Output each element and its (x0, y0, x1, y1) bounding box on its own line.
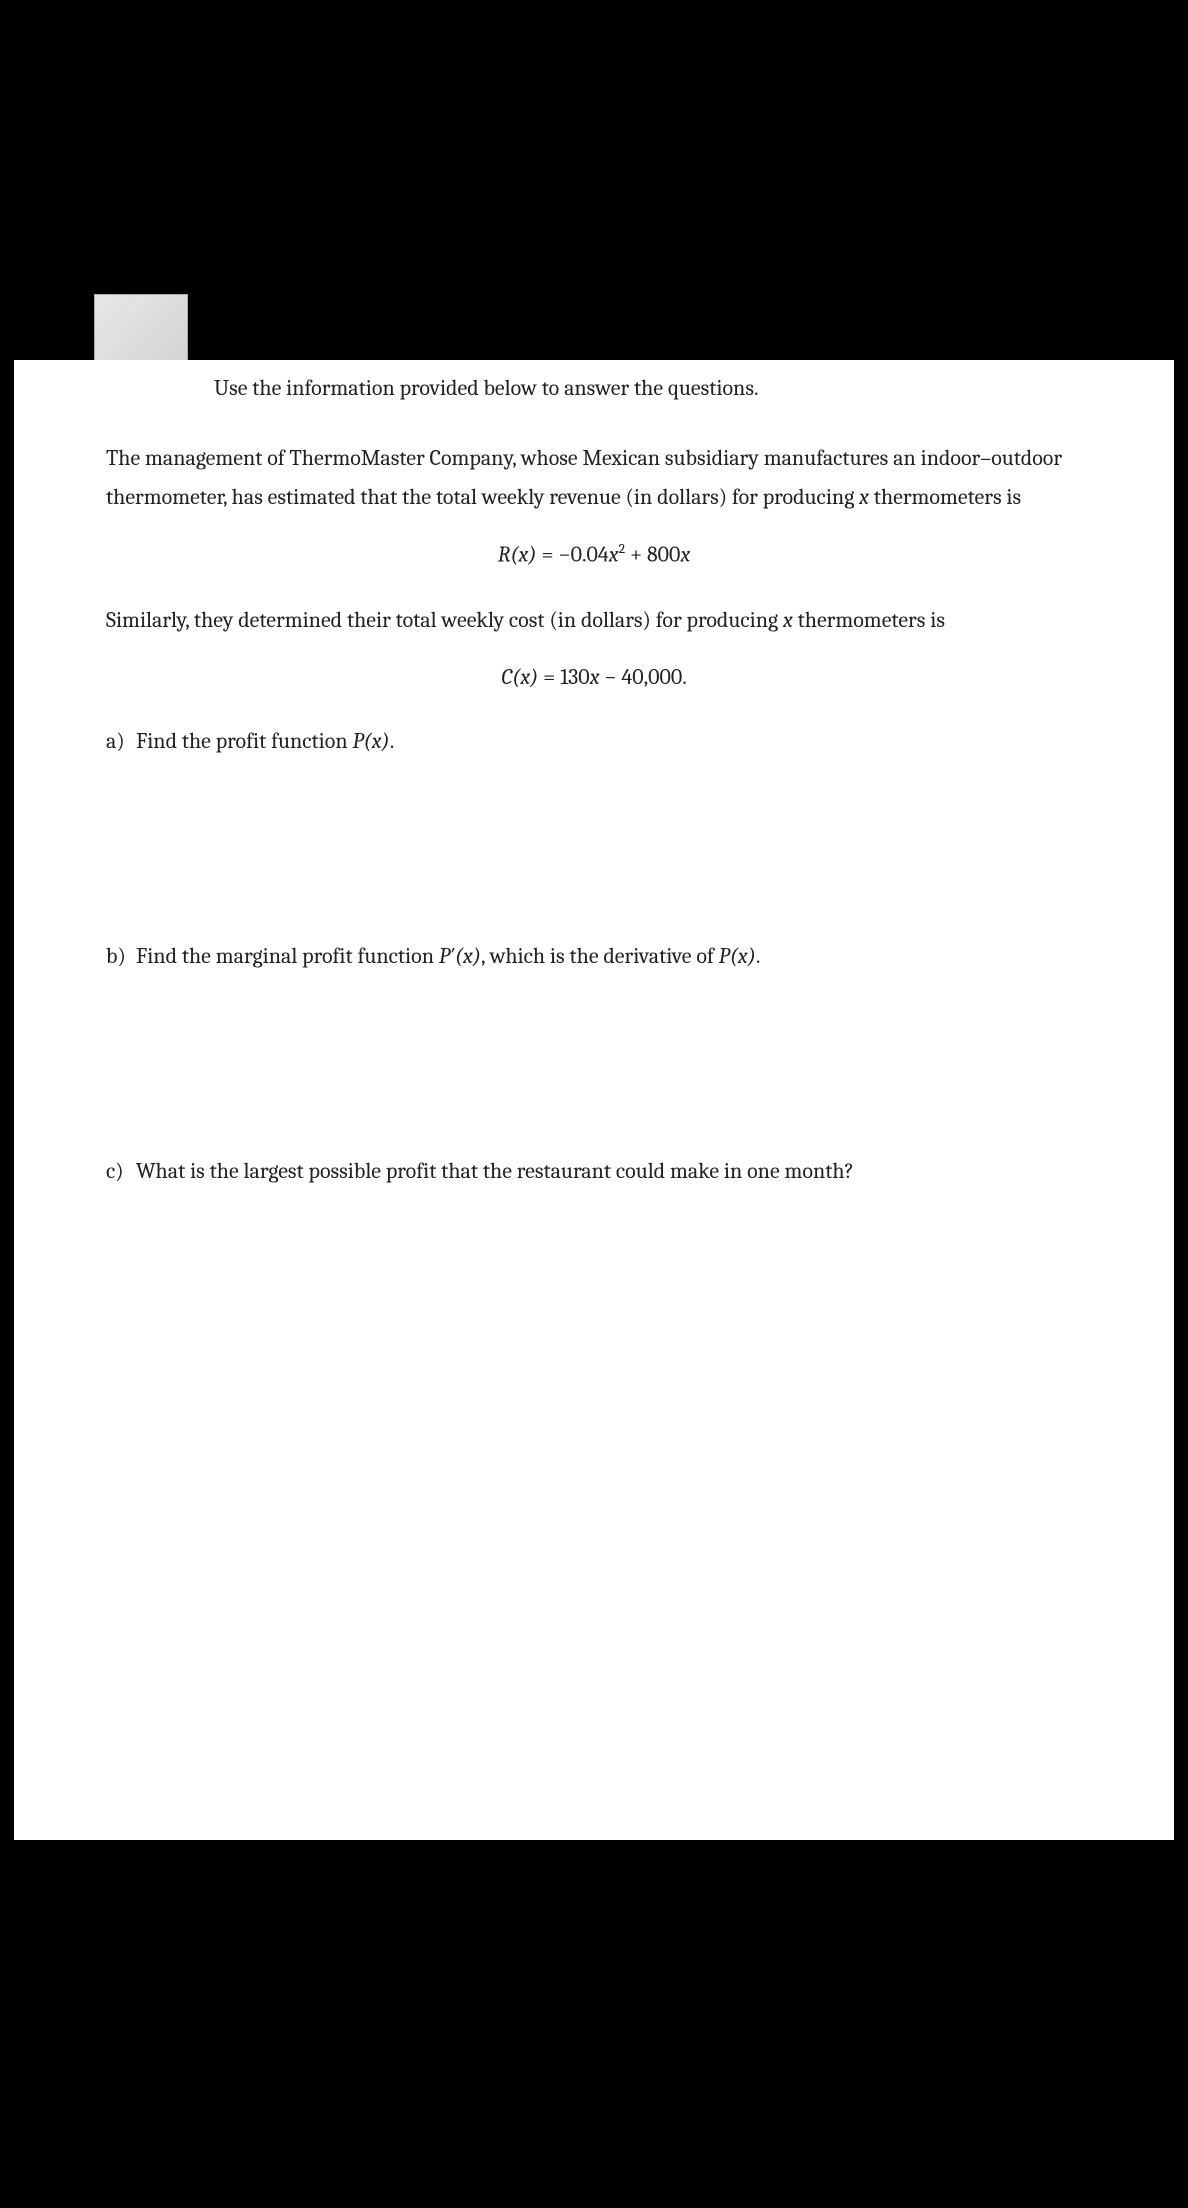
question-c-text: What is the largest possible profit that… (136, 1158, 854, 1184)
para2-text-a: Similarly, they determined their total w… (106, 607, 783, 633)
eq1-rhs-b: + 800 (625, 541, 680, 567)
question-b-fn: P′(x) (439, 943, 481, 969)
question-a-post: . (390, 728, 395, 754)
question-a-fn: P(x) (352, 728, 389, 754)
para2-text-b: thermometers is (793, 607, 945, 633)
question-b-label: b) (106, 939, 136, 974)
question-c-label: c) (106, 1154, 136, 1189)
equation-cost: C(x) = 130x − 40,000. (106, 664, 1082, 690)
eq1-rhs-a: −0.04 (558, 541, 608, 567)
eq1-rhs-var: x (609, 541, 619, 567)
eq1-rhs-var2: x (680, 541, 690, 567)
para1-text-b: thermometers is (869, 484, 1021, 510)
question-b-mid: , which is the derivative of (481, 943, 719, 969)
eq2-rhs-a: 130 (560, 664, 589, 690)
equation-revenue: R(x) = −0.04x2 + 800x (106, 540, 1082, 567)
question-b-fn2: P(x) (719, 943, 756, 969)
question-a: a)Find the profit function P(x). (106, 724, 1082, 759)
eq1-eq: = (537, 541, 559, 567)
eq1-lhs: R(x) (498, 541, 537, 567)
question-a-pre: Find the profit function (136, 728, 352, 754)
question-b-pre: Find the marginal profit function (136, 943, 439, 969)
para2-var: x (783, 607, 793, 633)
question-b-post: . (756, 943, 761, 969)
question-a-label: a) (106, 724, 136, 759)
eq2-rhs-var: x (590, 664, 600, 690)
eq2-lhs: C(x) (501, 664, 538, 690)
question-b: b)Find the marginal profit function P′(x… (106, 939, 1082, 974)
question-c: c)What is the largest possible profit th… (106, 1154, 1082, 1189)
eq2-rhs-b: − 40,000. (600, 664, 687, 690)
document-page: Use the information provided below to an… (14, 360, 1174, 1840)
intro-text: Use the information provided below to an… (214, 372, 1082, 405)
eq2-eq: = (538, 664, 560, 690)
paragraph-cost: Similarly, they determined their total w… (106, 601, 1082, 640)
paragraph-revenue: The management of ThermoMaster Company, … (106, 439, 1082, 516)
document-content: Use the information provided below to an… (106, 372, 1082, 1189)
para1-var: x (859, 484, 869, 510)
